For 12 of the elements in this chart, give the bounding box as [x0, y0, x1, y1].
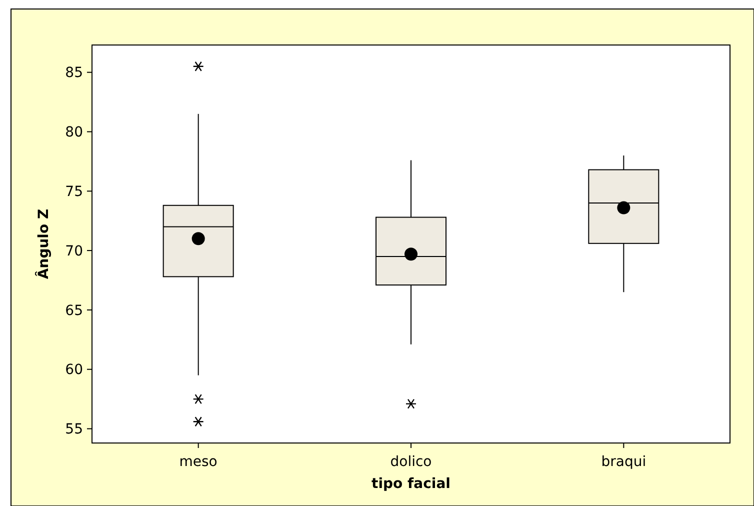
- y-tick-label: 70: [65, 243, 83, 260]
- y-tick-label: 60: [65, 362, 83, 378]
- y-tick-label: 85: [65, 65, 83, 82]
- x-axis-title: tipo facial: [372, 476, 450, 492]
- y-tick-label: 80: [65, 124, 83, 141]
- x-tick-label: braqui: [601, 454, 646, 470]
- x-tick-label: dolico: [390, 454, 432, 470]
- x-tick-label: meso: [179, 454, 218, 470]
- y-axis-title: Ângulo Z: [35, 208, 52, 280]
- y-tick-label: 55: [65, 422, 83, 438]
- y-tick-label: 75: [65, 184, 83, 200]
- y-tick-label: 65: [65, 302, 83, 319]
